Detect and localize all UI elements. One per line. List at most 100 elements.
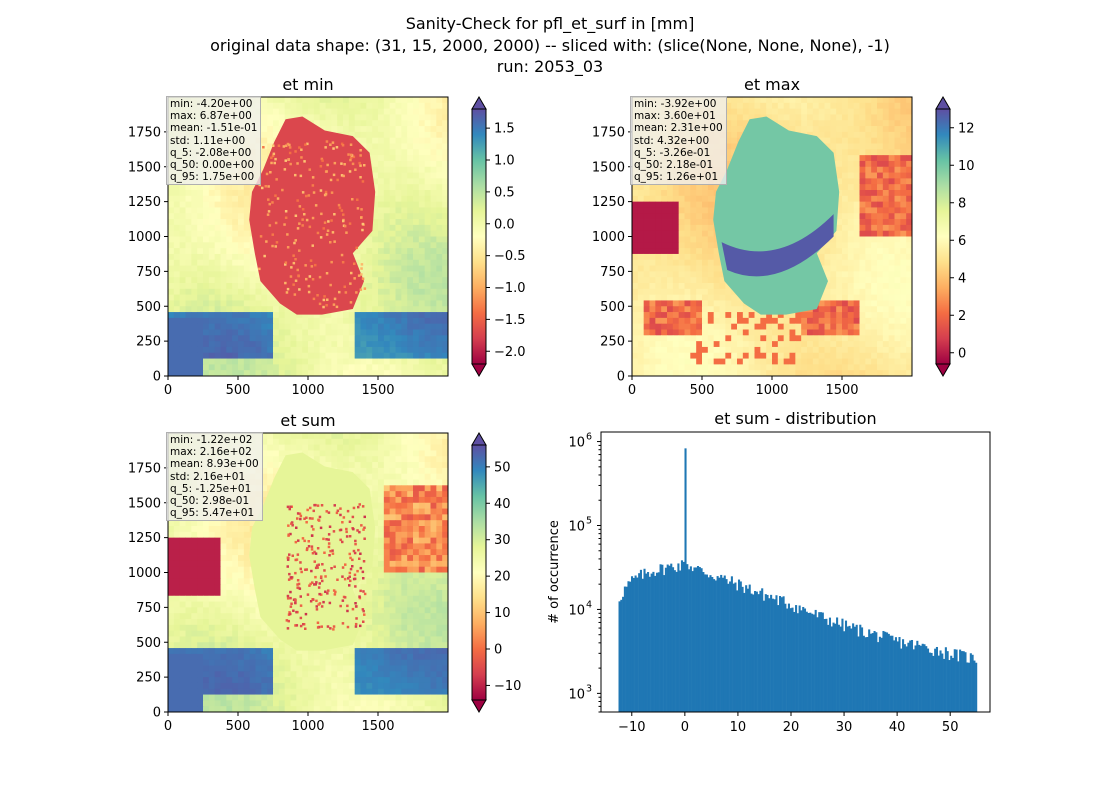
figure-title-line-2: original data shape: (31, 15, 2000, 2000… xyxy=(210,36,890,55)
colorbar xyxy=(935,108,951,365)
histogram-bar xyxy=(864,637,867,712)
heatmap-1 xyxy=(632,97,912,376)
histogram-bar xyxy=(802,606,805,712)
x-tick-label: 1500 xyxy=(361,719,394,734)
y-tick-label: 1500 xyxy=(128,496,161,511)
histogram-bar xyxy=(736,590,739,712)
histogram-bar xyxy=(757,594,760,712)
figure-title-line-3: run: 2053_03 xyxy=(496,57,604,76)
histogram-bar xyxy=(973,660,976,712)
x-tick-label: 500 xyxy=(690,383,715,398)
y-tick-label: 1750 xyxy=(128,461,161,476)
heatmap-title: et max xyxy=(744,75,800,94)
histogram-bar xyxy=(891,635,894,712)
histogram-bar xyxy=(941,653,944,712)
histogram-bar xyxy=(905,646,908,712)
histogram-title: et sum - distribution xyxy=(714,409,876,428)
histogram-bar xyxy=(675,571,678,712)
histogram-bar xyxy=(755,591,758,712)
y-tick-label: 1250 xyxy=(128,195,161,210)
histogram-bar xyxy=(921,643,924,712)
x-tick-label: 50 xyxy=(942,720,959,735)
colorbar-tick-label: 0 xyxy=(494,643,502,658)
histogram-bar xyxy=(893,640,896,712)
histogram-bar xyxy=(803,608,807,712)
histogram-bar xyxy=(754,591,757,712)
histogram-bar xyxy=(689,566,692,712)
histogram-bar xyxy=(884,631,887,712)
histogram-bar xyxy=(834,623,837,712)
histogram-bar xyxy=(789,608,792,712)
histogram-bar xyxy=(723,575,726,712)
y-tick-label: 1750 xyxy=(592,125,625,140)
histogram-bar xyxy=(939,650,942,712)
colorbar-extend-max xyxy=(471,432,487,446)
y-tick-exponent: 4 xyxy=(586,599,592,610)
y-tick-label: 250 xyxy=(600,335,625,350)
histogram-bar xyxy=(937,655,940,712)
histogram-bar xyxy=(896,641,899,712)
histogram-bar xyxy=(919,645,922,712)
y-tick-exponent: 3 xyxy=(586,683,592,694)
histogram-bar xyxy=(821,612,824,712)
colorbar-extend-max xyxy=(935,96,951,110)
histogram-bar xyxy=(677,563,680,712)
histogram-bar xyxy=(962,651,965,712)
histogram-bar xyxy=(953,649,956,712)
histogram-bar xyxy=(745,585,748,712)
heatmap-title: et sum xyxy=(280,411,335,430)
histogram-bar xyxy=(620,599,623,712)
histogram-bar xyxy=(625,586,628,712)
x-tick-label: 1000 xyxy=(755,383,788,398)
y-tick-label: 1500 xyxy=(128,160,161,175)
histogram-bar xyxy=(673,570,676,712)
histogram-bar xyxy=(823,619,826,712)
histogram-bar xyxy=(791,607,794,712)
histogram-bar xyxy=(825,618,828,712)
histogram-bar xyxy=(832,622,835,712)
histogram-bar xyxy=(909,640,912,712)
histogram-bar xyxy=(743,592,746,712)
histogram-bar xyxy=(885,632,889,712)
histogram-bar xyxy=(805,611,808,712)
colorbar-extend-min xyxy=(471,363,487,377)
histogram-bar xyxy=(900,648,903,712)
colorbar-tick-label: 0.0 xyxy=(494,217,515,232)
histogram-bar xyxy=(782,596,785,712)
histogram-bar xyxy=(648,576,651,712)
y-tick-label: 1750 xyxy=(128,125,161,140)
histogram-bar xyxy=(787,603,790,712)
histogram-bar xyxy=(720,574,723,712)
histogram-bar xyxy=(777,605,780,712)
histogram-bar xyxy=(709,575,712,712)
histogram-bar xyxy=(950,655,953,712)
y-tick-label: 500 xyxy=(136,300,161,315)
histogram-bar xyxy=(862,635,865,712)
histogram-bar xyxy=(916,640,919,712)
histogram-bar xyxy=(812,614,815,712)
histogram-bar xyxy=(718,577,721,712)
histogram-bar xyxy=(910,639,914,712)
histogram-bar xyxy=(971,654,974,712)
histogram-bar xyxy=(887,633,890,712)
histogram-bar xyxy=(809,612,812,712)
histogram-bar xyxy=(688,569,691,712)
stats-box: min: -4.20e+00 max: 6.87e+00 mean: -1.51e-… xyxy=(166,96,262,186)
histogram-bar xyxy=(923,644,926,712)
y-tick-label: 750 xyxy=(136,601,161,616)
stats-line: mean: -1.51e-01 xyxy=(170,122,258,135)
histogram-bar xyxy=(861,627,864,712)
x-tick-label: 500 xyxy=(226,719,251,734)
stats-line: std: 4.32e+00 xyxy=(634,134,710,147)
colorbar-tick-label: 8 xyxy=(958,196,966,211)
histogram-bar xyxy=(859,624,862,712)
y-tick-label: 0 xyxy=(617,370,625,385)
histogram-bar xyxy=(705,574,708,712)
colorbar-tick-label: 0.5 xyxy=(494,185,515,200)
y-tick-label: 10 xyxy=(568,436,585,451)
histogram-bar xyxy=(889,635,892,712)
histogram-bar xyxy=(661,564,664,712)
histogram-bar xyxy=(818,612,821,712)
y-tick-label: 750 xyxy=(136,265,161,280)
